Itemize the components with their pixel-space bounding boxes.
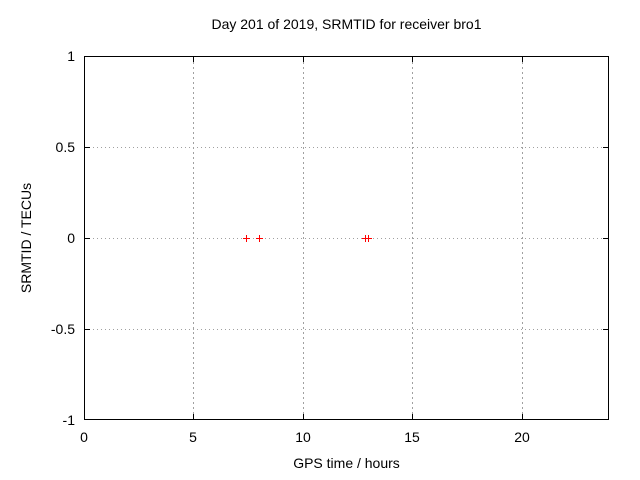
y-gridline--0.5 — [85, 329, 608, 330]
x-tick-top-15 — [412, 57, 413, 62]
x-tick-top-20 — [522, 57, 523, 62]
y-tick-label--1: -1 — [62, 412, 75, 428]
x-tick-label-10: 10 — [295, 429, 311, 445]
y-tick-left-0 — [85, 238, 90, 239]
y-gridline-0 — [85, 238, 608, 239]
y-gridline-0.5 — [85, 147, 608, 148]
x-tick-label-20: 20 — [514, 429, 530, 445]
x-tick-label-0: 0 — [80, 429, 88, 445]
plus-marker-vertical — [246, 235, 247, 242]
data-point-0-0 — [243, 235, 250, 242]
x-tick-bottom-15 — [412, 414, 413, 419]
plus-marker-vertical — [368, 235, 369, 242]
y-tick-label--0.5: -0.5 — [50, 321, 75, 337]
y-tick-right--0.5 — [603, 329, 608, 330]
x-tick-bottom-5 — [193, 414, 194, 419]
x-tick-label-15: 15 — [404, 429, 420, 445]
y-tick-right-0 — [603, 238, 608, 239]
y-tick-label-0: 0 — [67, 230, 75, 246]
x-tick-label-5: 5 — [189, 429, 197, 445]
y-tick-left-0.5 — [85, 147, 90, 148]
chart-title: Day 201 of 2019, SRMTID for receiver bro… — [211, 16, 482, 32]
plot-area — [84, 56, 609, 420]
y-tick-label-0.5: 0.5 — [55, 139, 75, 155]
x-tick-bottom-20 — [522, 414, 523, 419]
x-axis-label: GPS time / hours — [293, 455, 400, 471]
y-tick-right-0.5 — [603, 147, 608, 148]
x-tick-top-10 — [303, 57, 304, 62]
data-point-0-1 — [256, 235, 263, 242]
x-tick-top-5 — [193, 57, 194, 62]
plus-marker-vertical — [259, 235, 260, 242]
y-tick-left--0.5 — [85, 329, 90, 330]
y-tick-label-1: 1 — [67, 48, 75, 64]
x-tick-bottom-10 — [303, 414, 304, 419]
data-point-0-3 — [365, 235, 372, 242]
